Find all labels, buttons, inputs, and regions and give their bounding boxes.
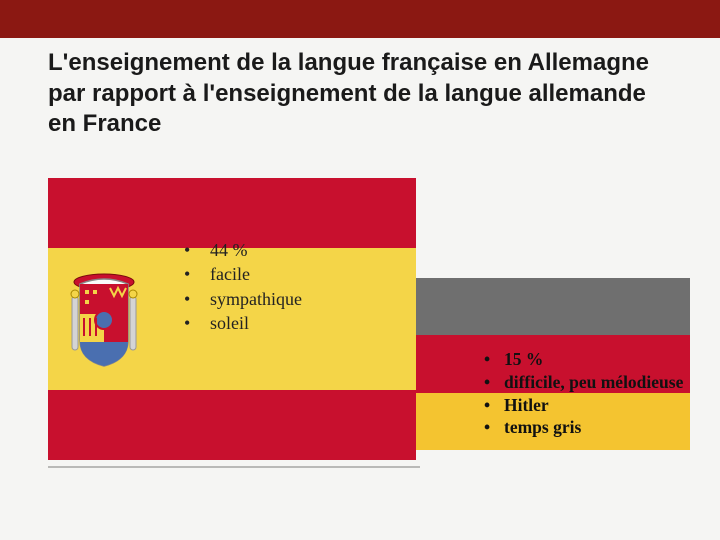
spain-bullet-list: 44 % facile sympathique soleil <box>182 238 302 335</box>
list-item: soleil <box>182 311 302 335</box>
list-item: •Hitler <box>484 394 684 417</box>
divider-line <box>48 466 420 468</box>
page-title: L'enseignement de la langue française en… <box>48 48 668 140</box>
list-item: •difficile, peu mélodieuse <box>484 371 684 394</box>
list-item: facile <box>182 262 302 286</box>
germany-stripe-black <box>416 278 690 335</box>
list-item: •15 % <box>484 348 684 371</box>
top-accent-bar <box>0 0 720 38</box>
slide: L'enseignement de la langue française en… <box>0 0 720 540</box>
list-item: •temps gris <box>484 416 684 439</box>
spain-coat-of-arms-icon <box>60 270 148 368</box>
list-item: sympathique <box>182 287 302 311</box>
germany-bullet-list: •15 % •difficile, peu mélodieuse •Hitler… <box>484 348 684 439</box>
spain-stripe-bottom <box>48 390 416 460</box>
list-item: 44 % <box>182 238 302 262</box>
